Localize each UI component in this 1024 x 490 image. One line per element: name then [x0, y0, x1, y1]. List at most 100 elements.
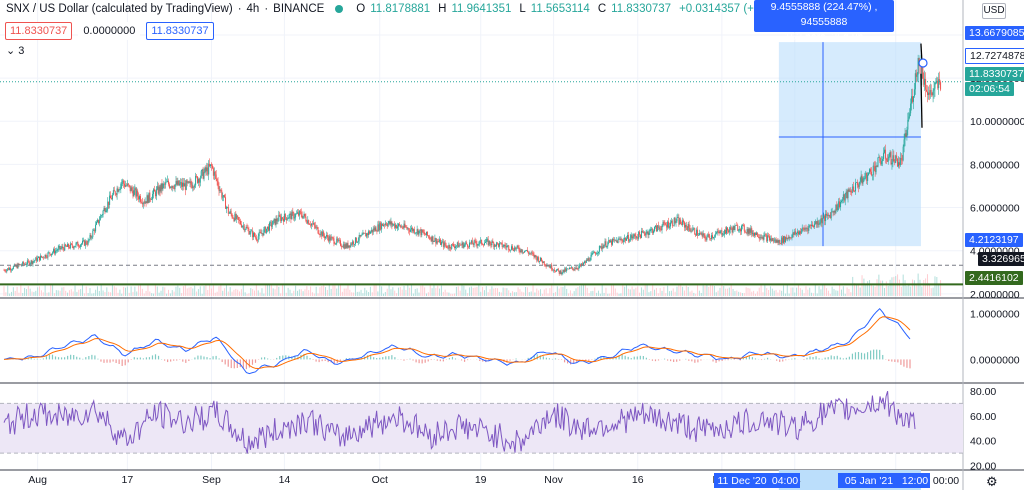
- volume-bar: [773, 290, 775, 296]
- candle-body: [475, 240, 477, 244]
- volume-bar: [586, 287, 588, 296]
- candle-body: [752, 232, 754, 235]
- candle-body: [474, 240, 476, 242]
- macd-histogram-bar: [370, 355, 372, 360]
- candle-body: [408, 228, 410, 231]
- buy-price-button[interactable]: 11.8330737: [146, 22, 214, 40]
- gear-icon[interactable]: ⚙: [986, 474, 998, 489]
- candle-body: [182, 182, 184, 187]
- candle-body: [648, 232, 650, 235]
- candle-body: [749, 228, 751, 233]
- candle-body: [293, 212, 295, 219]
- candle-body: [649, 229, 651, 233]
- volume-bar: [160, 290, 162, 296]
- macd-histogram-bar: [615, 357, 617, 360]
- volume-bar: [594, 287, 596, 296]
- volume-bar: [100, 284, 102, 296]
- candle-body: [125, 185, 127, 186]
- candle-body: [653, 231, 655, 234]
- candle-body: [264, 227, 266, 230]
- macd-histogram-bar: [694, 359, 696, 363]
- volume-bar: [418, 292, 420, 296]
- candle-body: [840, 201, 842, 208]
- candle-body: [502, 246, 504, 248]
- volume-bar: [358, 291, 360, 296]
- candle-body: [222, 197, 224, 198]
- candle-body: [899, 157, 901, 166]
- volume-bar: [573, 291, 575, 296]
- candle-body: [366, 233, 368, 237]
- candle-body: [454, 246, 456, 248]
- candle-body: [640, 234, 642, 238]
- candle-body: [118, 189, 120, 192]
- macd-histogram-bar: [851, 353, 854, 360]
- candle-body: [703, 233, 705, 236]
- candle-body: [503, 244, 505, 247]
- candle-body: [370, 229, 372, 232]
- candle-body: [528, 253, 530, 254]
- candle-body: [874, 166, 876, 173]
- candle-body: [50, 254, 52, 256]
- drawings[interactable]: [0, 43, 963, 286]
- candle-body: [803, 228, 805, 230]
- candle-body: [766, 235, 768, 242]
- macd-histogram-bar: [88, 355, 90, 360]
- candle-body: [711, 235, 713, 240]
- volume-bar: [128, 292, 130, 296]
- volume-bar: [609, 293, 611, 296]
- candle-body: [19, 264, 21, 266]
- candle-body: [108, 201, 110, 205]
- candle-body: [837, 207, 839, 211]
- volume-bar: [18, 292, 20, 296]
- volume-bar: [768, 290, 770, 296]
- symbol-title[interactable]: SNX / US Dollar (calculated by TradingVi…: [6, 3, 233, 15]
- candle-body: [531, 252, 533, 254]
- candle-body: [382, 224, 384, 226]
- interval-label[interactable]: 4h: [246, 3, 260, 15]
- candle-body: [375, 227, 377, 232]
- candle-body: [465, 242, 467, 244]
- candle-body: [111, 194, 113, 200]
- candle-body: [83, 240, 85, 246]
- candle-body: [284, 213, 286, 218]
- volume-bar: [635, 287, 637, 296]
- sell-price-button[interactable]: 11.8330737: [5, 22, 73, 40]
- volume-bar: [381, 286, 383, 296]
- candle-body: [817, 221, 819, 225]
- candle-body: [933, 88, 935, 91]
- candle-body: [103, 208, 105, 211]
- candle-body: [688, 223, 690, 228]
- time-label-end-bg: [838, 473, 900, 488]
- candle-body: [898, 162, 900, 167]
- volume-bar: [551, 285, 553, 296]
- candle-body: [679, 219, 681, 225]
- volume-bar: [115, 287, 117, 296]
- candle-body: [795, 231, 797, 235]
- candle-body: [597, 253, 599, 254]
- candle-body: [636, 237, 638, 238]
- candle-body: [523, 252, 525, 253]
- candle-body: [403, 223, 405, 229]
- candle-body: [745, 232, 747, 233]
- candle-body: [607, 242, 609, 247]
- volume-bar: [24, 287, 26, 296]
- indicators-toggle[interactable]: ⌄ 3: [6, 44, 24, 57]
- candle-body: [135, 188, 137, 197]
- candle-body: [346, 243, 348, 248]
- candle-body: [621, 239, 623, 241]
- candle-body: [511, 246, 513, 250]
- price-series: [3, 54, 942, 276]
- candle-body: [786, 238, 788, 240]
- candle-body: [583, 263, 585, 265]
- volume-bar: [526, 287, 528, 296]
- candle-body: [273, 218, 275, 221]
- candle-body: [714, 234, 716, 237]
- candle-body: [911, 96, 913, 104]
- candle-body: [684, 224, 686, 228]
- currency-button[interactable]: USD: [982, 3, 1006, 19]
- volume-bar: [467, 293, 469, 296]
- candle-body: [122, 180, 124, 183]
- candle-body: [792, 232, 794, 236]
- candle-body: [669, 222, 671, 227]
